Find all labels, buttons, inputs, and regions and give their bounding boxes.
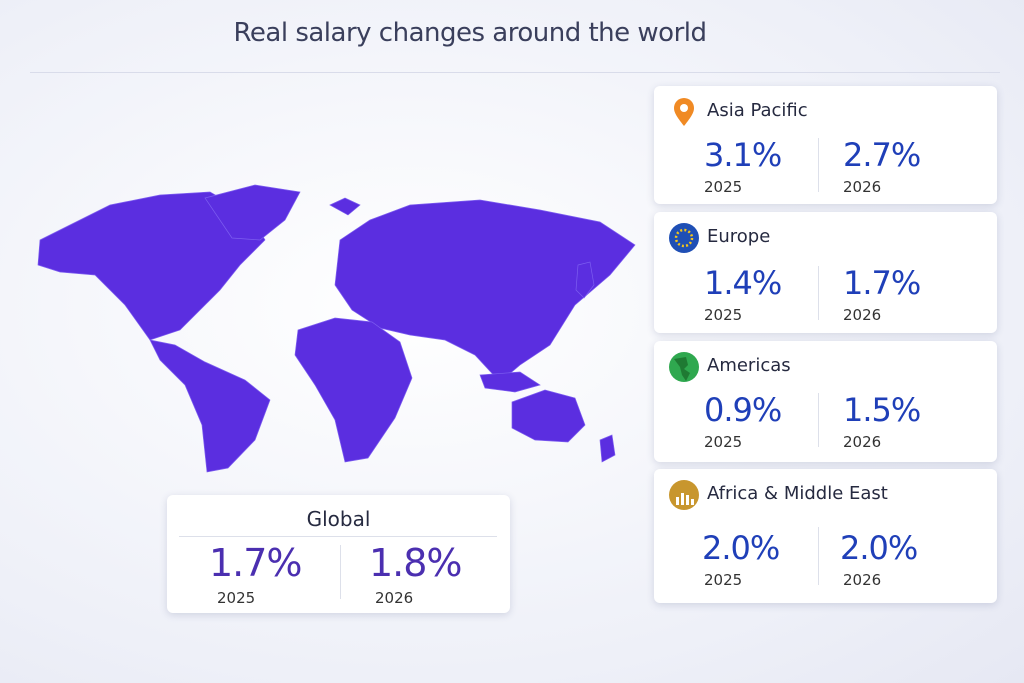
region-name: Asia Pacific <box>707 100 808 121</box>
region-name: Americas <box>707 355 791 376</box>
year: 2026 <box>843 178 882 196</box>
region-name: Europe <box>707 226 771 247</box>
region-card: Americas 0.9% 2025 1.5% 2026 <box>654 341 997 462</box>
value-2025: 1.4% <box>704 264 782 302</box>
value-2025: 1.7% <box>209 541 303 585</box>
value-2026: 1.5% <box>843 391 921 429</box>
year: 2026 <box>375 589 414 607</box>
year: 2025 <box>704 178 743 196</box>
divider <box>818 527 819 585</box>
year: 2025 <box>704 433 743 451</box>
value-2025: 3.1% <box>704 136 782 174</box>
divider <box>818 266 819 320</box>
pin-icon <box>674 98 694 126</box>
eu-icon <box>669 223 699 253</box>
divider <box>818 393 819 447</box>
value-2026: 1.7% <box>843 264 921 302</box>
divider <box>179 536 497 537</box>
year: 2025 <box>704 306 743 324</box>
region-card: Asia Pacific 3.1% 2025 2.7% 2026 <box>654 86 997 204</box>
year: 2026 <box>843 571 882 589</box>
region-card: Europe 1.4% 2025 1.7% 2026 <box>654 212 997 333</box>
divider <box>340 545 341 599</box>
region-name: Africa & Middle East <box>707 483 888 504</box>
divider <box>818 138 819 192</box>
title-rule <box>30 72 1000 73</box>
year: 2025 <box>217 589 256 607</box>
region-card: Africa & Middle East 2.0% 2025 2.0% 2026 <box>654 469 997 603</box>
page-title: Real salary changes around the world <box>233 18 708 48</box>
americas-icon <box>669 352 699 382</box>
year: 2026 <box>843 306 882 324</box>
value-2026: 2.7% <box>843 136 921 174</box>
value-2026: 1.8% <box>369 541 463 585</box>
world-map <box>37 184 636 473</box>
value-2026: 2.0% <box>840 529 918 567</box>
year: 2026 <box>843 433 882 451</box>
value-2025: 2.0% <box>702 529 780 567</box>
global-card: Global 1.7% 2025 1.8% 2026 <box>167 495 510 613</box>
global-name: Global <box>306 507 371 531</box>
year: 2025 <box>704 571 743 589</box>
value-2025: 0.9% <box>704 391 782 429</box>
africa-icon <box>669 480 699 510</box>
